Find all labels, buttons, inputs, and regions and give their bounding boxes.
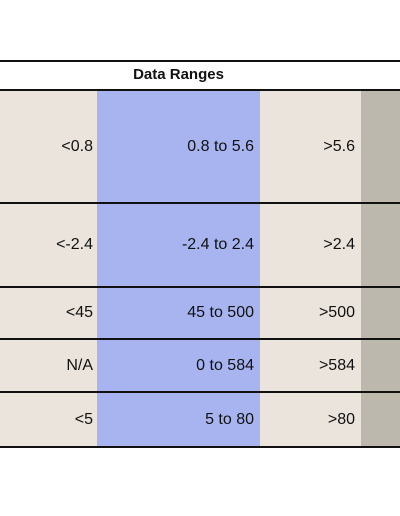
side-column-cell	[361, 204, 400, 286]
low-range-cell: <5	[0, 393, 97, 446]
low-range-cell: <0.8	[0, 91, 97, 202]
high-range-cell: >2.4	[260, 204, 361, 286]
side-column-cell	[361, 91, 400, 202]
side-column-cell	[361, 393, 400, 446]
mid-range-cell: 5 to 80	[97, 393, 260, 446]
low-range-cell: N/A	[0, 340, 97, 391]
table-row: <-2.4 -2.4 to 2.4 >2.4	[0, 204, 400, 288]
side-column-cell	[361, 340, 400, 391]
low-range-cell: <45	[0, 288, 97, 338]
low-range-cell: <-2.4	[0, 204, 97, 286]
mid-range-cell: 0 to 584	[97, 340, 260, 391]
mid-range-cell: -2.4 to 2.4	[97, 204, 260, 286]
table-row: <5 5 to 80 >80	[0, 393, 400, 446]
table-title-row: Data Ranges	[0, 62, 400, 91]
high-range-cell: >5.6	[260, 91, 361, 202]
table-row: N/A 0 to 584 >584	[0, 340, 400, 393]
data-ranges-table: Data Ranges <0.8 0.8 to 5.6 >5.6 <-2.4 -…	[0, 60, 400, 448]
high-range-cell: >584	[260, 340, 361, 391]
side-column-cell	[361, 288, 400, 338]
table-row: <45 45 to 500 >500	[0, 288, 400, 340]
mid-range-cell: 0.8 to 5.6	[97, 91, 260, 202]
table-row: <0.8 0.8 to 5.6 >5.6	[0, 91, 400, 204]
high-range-cell: >500	[260, 288, 361, 338]
high-range-cell: >80	[260, 393, 361, 446]
table-title: Data Ranges	[133, 66, 224, 83]
mid-range-cell: 45 to 500	[97, 288, 260, 338]
